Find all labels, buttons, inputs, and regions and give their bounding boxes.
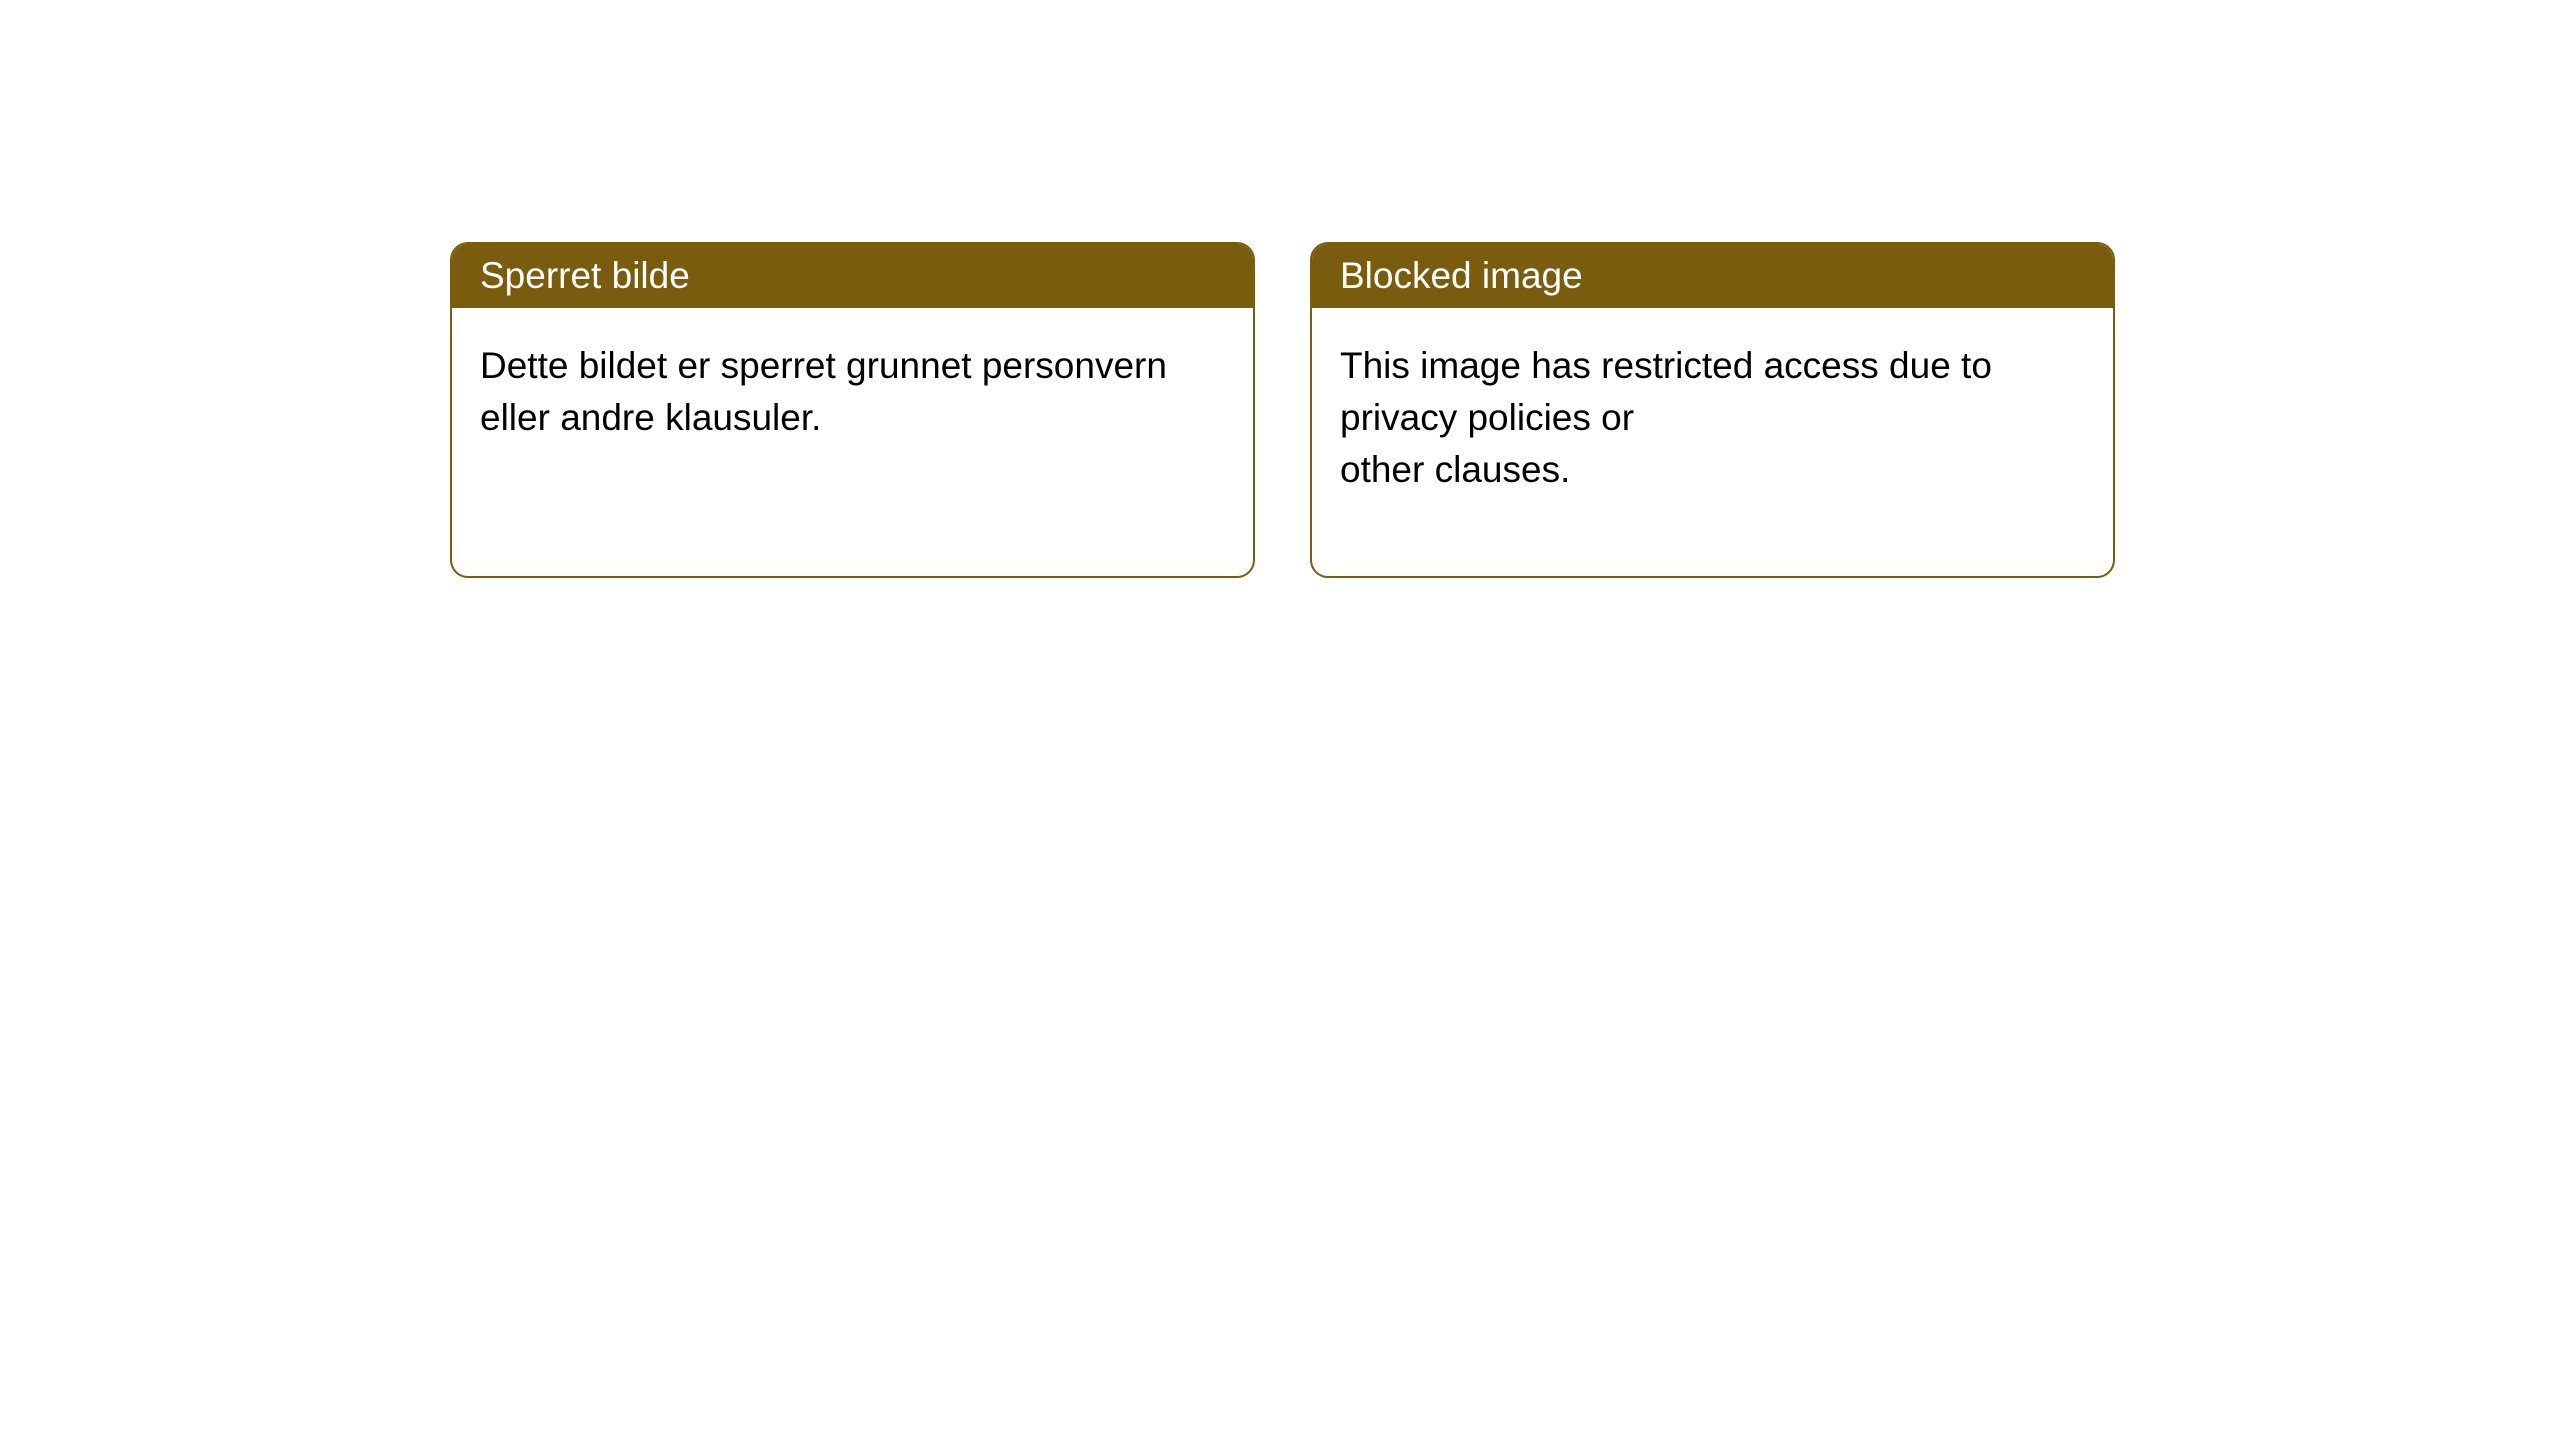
notice-body-norwegian: Dette bildet er sperret grunnet personve… — [452, 308, 1253, 476]
notice-box-norwegian: Sperret bilde Dette bildet er sperret gr… — [450, 242, 1255, 578]
notice-box-english: Blocked image This image has restricted … — [1310, 242, 2115, 578]
notice-container: Sperret bilde Dette bildet er sperret gr… — [450, 242, 2115, 578]
notice-header-english: Blocked image — [1312, 244, 2113, 308]
notice-header-norwegian: Sperret bilde — [452, 244, 1253, 308]
notice-body-english: This image has restricted access due to … — [1312, 308, 2113, 527]
